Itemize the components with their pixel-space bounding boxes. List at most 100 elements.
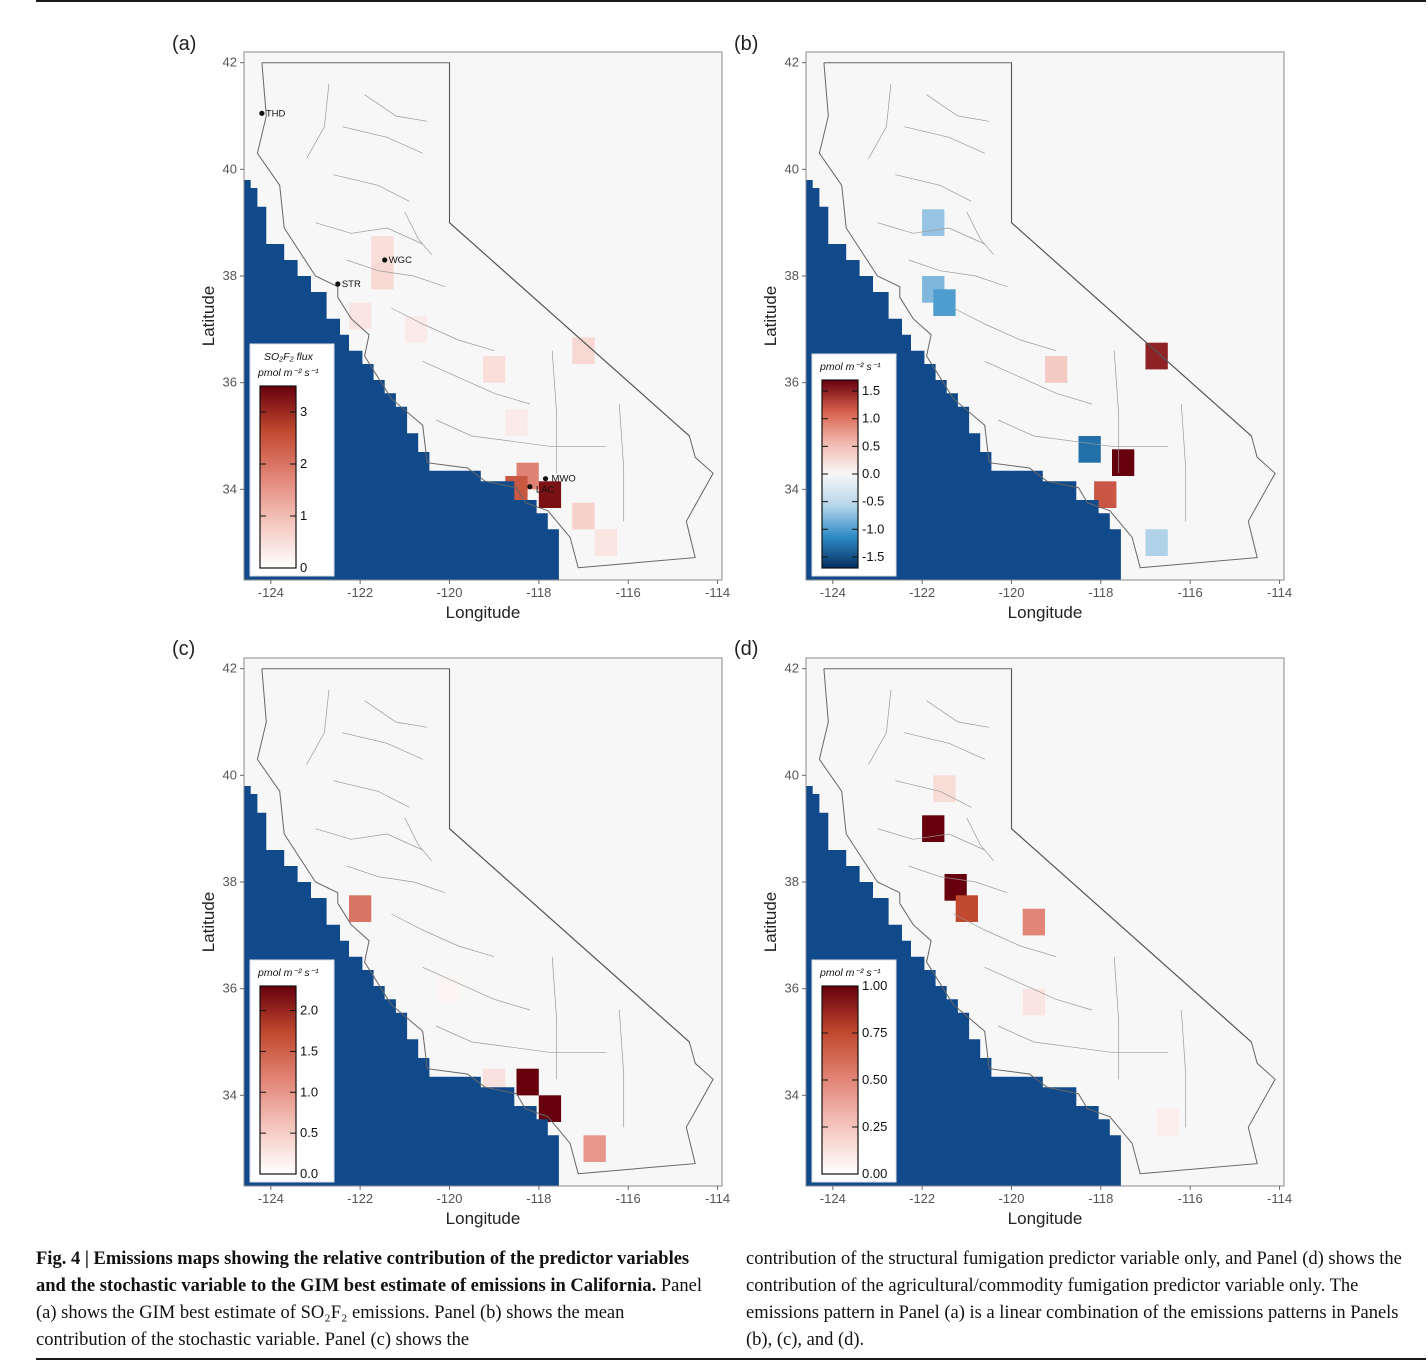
- site-marker: [527, 484, 533, 490]
- map-panel-a: (a) -124 -122 -120 -118 -116 -114 Longitude 42 40…: [172, 33, 730, 622]
- map-panel-d: (d) -124 -122 -120 -118 -116 -114 Longitude 42 40…: [734, 638, 1292, 1228]
- flux-cell: [1094, 481, 1117, 508]
- county-line: [364, 94, 428, 122]
- caption-right: contribution of the structural fumigatio…: [746, 1249, 1402, 1350]
- site-label: THD: [266, 108, 286, 119]
- flux-cell: [1145, 342, 1168, 370]
- x-tick-label: -124: [820, 1191, 846, 1206]
- county-line: [877, 222, 985, 245]
- x-tick-label: -122: [347, 585, 373, 600]
- flux-cell: [955, 895, 978, 922]
- colorbar-tick-label: 3: [300, 404, 307, 419]
- y-axis-title: Latitude: [761, 286, 780, 347]
- county-line: [404, 211, 432, 255]
- county-line: [904, 126, 985, 154]
- x-tick-label: -124: [258, 585, 284, 600]
- y-tick-label: 34: [785, 1087, 799, 1102]
- legend-units: pmol m⁻² s⁻¹: [819, 361, 881, 373]
- flux-cell: [1022, 908, 1045, 936]
- county-line: [346, 259, 446, 288]
- flux-cell: [371, 236, 394, 263]
- county-line: [966, 817, 994, 861]
- y-tick-label: 40: [785, 161, 799, 176]
- x-tick-label: -114: [705, 1191, 730, 1206]
- y-tick-label: 42: [223, 55, 237, 70]
- county-line: [435, 419, 606, 448]
- panel-frame: [243, 51, 723, 581]
- flux-cell: [1112, 449, 1135, 476]
- y-tick-label: 42: [223, 661, 237, 676]
- county-line: [1113, 956, 1120, 1080]
- county-line: [953, 913, 1057, 958]
- y-tick-label: 36: [223, 981, 237, 996]
- y-tick-label: 40: [223, 767, 237, 782]
- colorbar-tick-label: 0.25: [862, 1119, 887, 1134]
- flux-cell: [922, 815, 945, 842]
- legend-units: pmol m⁻² s⁻¹: [257, 367, 319, 379]
- x-tick-label: -114: [1267, 1191, 1292, 1206]
- map-panel-b: (b) -124 -122 -120 -118 -116 -114 Longitude 42 40…: [734, 33, 1292, 622]
- county-line: [877, 828, 985, 851]
- county-line: [315, 828, 423, 851]
- y-tick-label: 36: [785, 981, 799, 996]
- caption-fig-label: Fig. 4 | Emissions maps showing the rela…: [36, 1249, 690, 1296]
- county-line: [422, 966, 531, 1011]
- x-tick-label: -116: [616, 585, 641, 600]
- x-tick-label: -118: [526, 1191, 551, 1206]
- county-line: [908, 865, 1008, 894]
- flux-cell: [572, 502, 595, 530]
- flux-cell: [944, 874, 967, 901]
- colorbar-tick-label: 1.00: [862, 978, 887, 993]
- panel-label: (a): [172, 33, 196, 55]
- x-tick-label: -122: [909, 585, 935, 600]
- state-border: [1010, 62, 1252, 437]
- county-line: [333, 174, 410, 202]
- county-line: [895, 174, 972, 202]
- county-line: [551, 956, 558, 1080]
- county-line: [435, 1025, 606, 1054]
- colorbar-tick-label: -1.5: [862, 549, 884, 564]
- flux-cell: [1078, 436, 1101, 463]
- flux-cell: [572, 337, 595, 364]
- x-tick-label: -116: [1178, 1191, 1203, 1206]
- legend-units: pmol m⁻² s⁻¹: [819, 967, 881, 979]
- county-line: [868, 689, 892, 765]
- county-line: [926, 700, 990, 728]
- county-line: [1113, 350, 1120, 474]
- county-line: [966, 211, 994, 255]
- x-axis-title: Longitude: [446, 1209, 521, 1228]
- county-line: [346, 865, 446, 894]
- colorbar: [259, 985, 297, 1175]
- y-tick-label: 42: [785, 55, 799, 70]
- flux-cell: [349, 895, 372, 922]
- flux-cell: [1145, 529, 1168, 556]
- colorbar-tick-label: 2: [300, 456, 307, 471]
- county-line: [908, 259, 1008, 288]
- y-tick-label: 38: [223, 268, 237, 283]
- flux-cell: [933, 775, 956, 802]
- panel-label: (d): [734, 638, 758, 660]
- flux-cell: [1156, 1108, 1179, 1136]
- california-outline: [256, 668, 714, 1175]
- x-axis-title: Longitude: [1008, 1209, 1083, 1228]
- panel-frame: [805, 51, 1285, 581]
- x-tick-label: -114: [705, 585, 730, 600]
- county-line: [953, 307, 1057, 352]
- site-label: STR: [342, 279, 361, 290]
- colorbar-tick-label: 0.5: [300, 1125, 318, 1140]
- flux-cell: [404, 316, 428, 343]
- county-line: [895, 780, 972, 808]
- panel-frame: [805, 657, 1285, 1187]
- y-tick-label: 36: [223, 375, 237, 390]
- y-tick-label: 42: [785, 661, 799, 676]
- panel-label: (b): [734, 33, 758, 55]
- state-border: [448, 668, 690, 1043]
- flux-cell: [516, 1068, 539, 1096]
- y-tick-label: 34: [223, 1087, 237, 1102]
- flux-cell: [483, 356, 506, 383]
- flux-cell: [505, 409, 528, 436]
- map-panel-c: (c) -124 -122 -120 -118 -116 -114 Longitude 42 40…: [172, 638, 730, 1228]
- county-line: [391, 913, 495, 958]
- flux-cell: [583, 1135, 606, 1162]
- colorbar-tick-label: 1: [300, 508, 307, 523]
